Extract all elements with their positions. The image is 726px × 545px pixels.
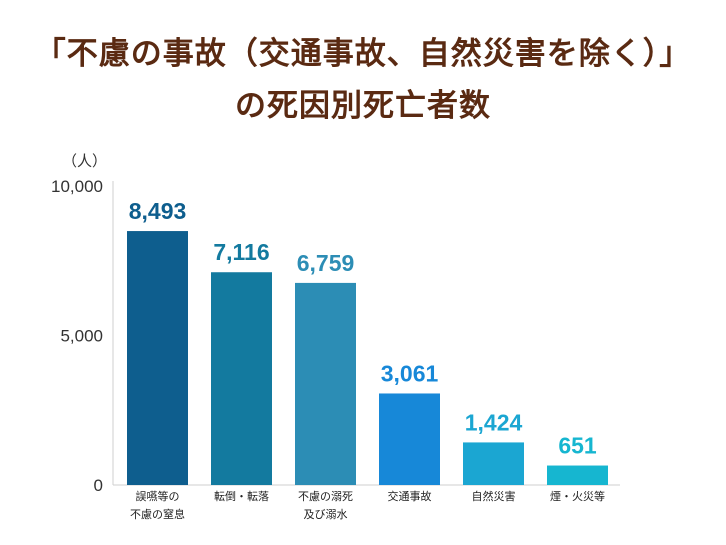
y-tick-label: 5,000 [60, 327, 103, 346]
x-category-label: 及び溺水 [304, 508, 348, 521]
x-category-label: 不慮の溺死 [298, 489, 353, 503]
bar-value-label: 3,061 [381, 360, 439, 386]
x-category-label: 不慮の窒息 [130, 507, 185, 521]
x-category-label: 交通事故 [388, 489, 432, 503]
bar [127, 231, 188, 485]
x-category-label: 自然災害 [472, 489, 516, 503]
chart-title-line2: の死因別死亡者数 [235, 88, 491, 124]
bar-value-label: 8,493 [129, 198, 187, 224]
chart-title-line1: 「不慮の事故（交通事故、自然災害を除く）」 [34, 36, 692, 72]
y-axis-unit-label: （人） [62, 152, 107, 170]
y-tick-label: 10,000 [51, 177, 103, 196]
bar [211, 272, 272, 485]
bar [379, 393, 440, 485]
bar [295, 282, 356, 485]
y-tick-label: 0 [94, 476, 103, 495]
bar-value-label: 1,424 [465, 409, 523, 435]
x-category-label: 転倒・転落 [214, 490, 269, 503]
bar-value-label: 7,116 [213, 239, 269, 265]
x-category-label: 誤嚥等の [136, 489, 180, 503]
bar [547, 465, 608, 485]
bar [463, 442, 524, 485]
bar-value-label: 6,759 [297, 250, 355, 276]
x-category-label: 煙・火災等 [550, 489, 605, 503]
bar-value-label: 651 [558, 433, 597, 459]
